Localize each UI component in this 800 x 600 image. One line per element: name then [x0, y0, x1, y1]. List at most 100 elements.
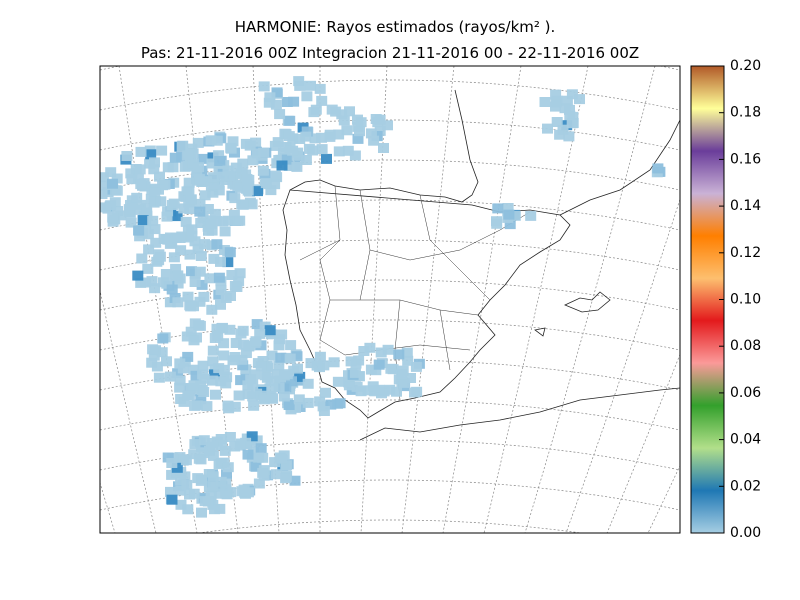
- lightning-cell: [161, 356, 172, 367]
- lightning-cell: [168, 252, 180, 263]
- lightning-cell: [265, 376, 277, 387]
- lightning-cell: [314, 351, 326, 362]
- lightning-cell: [563, 131, 575, 142]
- lightning-cell: [219, 226, 231, 237]
- colorbar: [690, 65, 725, 534]
- lightning-cell: [100, 180, 108, 191]
- lightning-cell: [334, 398, 346, 409]
- lightning-cell: [186, 266, 197, 277]
- lightning-cell: [229, 401, 241, 412]
- title: HARMONIE: Rayos estimados (rayos/km² ).: [235, 18, 556, 36]
- lightning-cell: [341, 125, 353, 136]
- lightning-cell: [314, 83, 326, 94]
- lightning-cell: [199, 190, 211, 201]
- lightning-cell: [248, 400, 260, 411]
- lightning-cell: [208, 253, 220, 264]
- lightning-cell: [195, 380, 207, 391]
- lightning-cell: [199, 496, 211, 507]
- lightning-cell: [250, 336, 262, 347]
- lightning-cell: [107, 212, 119, 223]
- lightning-cell: [182, 291, 194, 302]
- lightning-cell: [391, 386, 402, 397]
- lightning-cell: [367, 381, 379, 392]
- lightning-cell: [283, 131, 295, 142]
- lightning-cell: [287, 145, 299, 156]
- lightning-cell: [198, 373, 210, 384]
- lightning-cell: [191, 400, 203, 411]
- lightning-cell: [208, 369, 220, 380]
- lightning-cell: [182, 390, 194, 401]
- lightning-cell: [199, 239, 210, 250]
- lightning-cell: [133, 225, 145, 236]
- lightning-cell: [143, 244, 155, 255]
- lightning-cell: [194, 206, 206, 217]
- lightning-cell: [328, 357, 340, 368]
- colorbar-tick-label: 0.14: [730, 198, 761, 214]
- lightning-cell: [314, 396, 326, 407]
- lightning-cell: [255, 443, 267, 454]
- lightning-cell: [550, 97, 562, 108]
- lightning-cell: [224, 247, 236, 258]
- lightning-cell: [183, 185, 195, 196]
- lightning-cell: [183, 177, 195, 188]
- lightning-cell: [378, 143, 389, 153]
- lightning-cell: [370, 365, 382, 376]
- lightning-cell: [324, 131, 336, 142]
- colorbar-tick-label: 0.08: [730, 338, 761, 354]
- lightning-cell: [251, 148, 263, 159]
- lightning-cell: [194, 266, 206, 277]
- lightning-cell: [195, 475, 207, 486]
- lightning-cell: [111, 173, 123, 184]
- lightning-cell: [358, 346, 370, 356]
- lightning-cell: [160, 269, 172, 279]
- lightning-cell: [502, 203, 514, 213]
- lightning-cell: [194, 296, 206, 307]
- lightning-cell: [284, 115, 296, 126]
- colorbar-tick-label: 0.16: [730, 151, 761, 167]
- lightning-cell: [550, 89, 562, 100]
- lightning-cell: [561, 95, 573, 106]
- lightning-cell: [241, 174, 253, 184]
- lightning-cell: [270, 99, 282, 110]
- lightning-cell: [564, 104, 575, 115]
- lightning-cell: [230, 162, 242, 173]
- lightning-cell: [316, 144, 328, 155]
- lightning-cell: [215, 476, 227, 487]
- lightning-cell: [219, 445, 231, 456]
- lightning-cell: [354, 126, 365, 137]
- lightning-cell: [242, 185, 254, 196]
- lightning-cell: [131, 192, 143, 203]
- lightning-cell: [202, 204, 214, 214]
- lightning-cell: [352, 133, 364, 144]
- lightning-cell: [174, 233, 186, 243]
- lightning-cell: [233, 276, 245, 287]
- lightning-cell: [234, 268, 246, 279]
- lightning-cell: [238, 339, 249, 350]
- lightning-cell: [105, 200, 117, 211]
- parallel: [100, 479, 680, 511]
- lightning-cell: [140, 277, 151, 288]
- lightning-cell: [132, 173, 144, 184]
- lightning-cell: [153, 372, 165, 383]
- lightning-cell: [151, 256, 163, 267]
- lightning-cell: [213, 185, 225, 196]
- lightning-cell: [332, 376, 344, 387]
- lightning-cell: [355, 117, 367, 128]
- lightning-cell: [244, 140, 256, 151]
- lightning-cell: [226, 270, 238, 280]
- lightning-cell: [382, 120, 393, 131]
- lightning-cell: [198, 435, 210, 446]
- lightning-cell: [286, 376, 297, 387]
- lightning-cell: [204, 273, 216, 284]
- map-frame: [99, 65, 681, 534]
- lightning-cell: [175, 475, 187, 486]
- lightning-cell: [258, 147, 270, 158]
- lightning-cell: [229, 441, 241, 452]
- lightning-cell: [237, 199, 249, 210]
- lightning-cell: [281, 97, 293, 107]
- lightning-cell: [246, 199, 258, 210]
- lightning-cell: [215, 376, 227, 387]
- meridian: [401, 66, 455, 533]
- lightning-cell: [291, 161, 303, 172]
